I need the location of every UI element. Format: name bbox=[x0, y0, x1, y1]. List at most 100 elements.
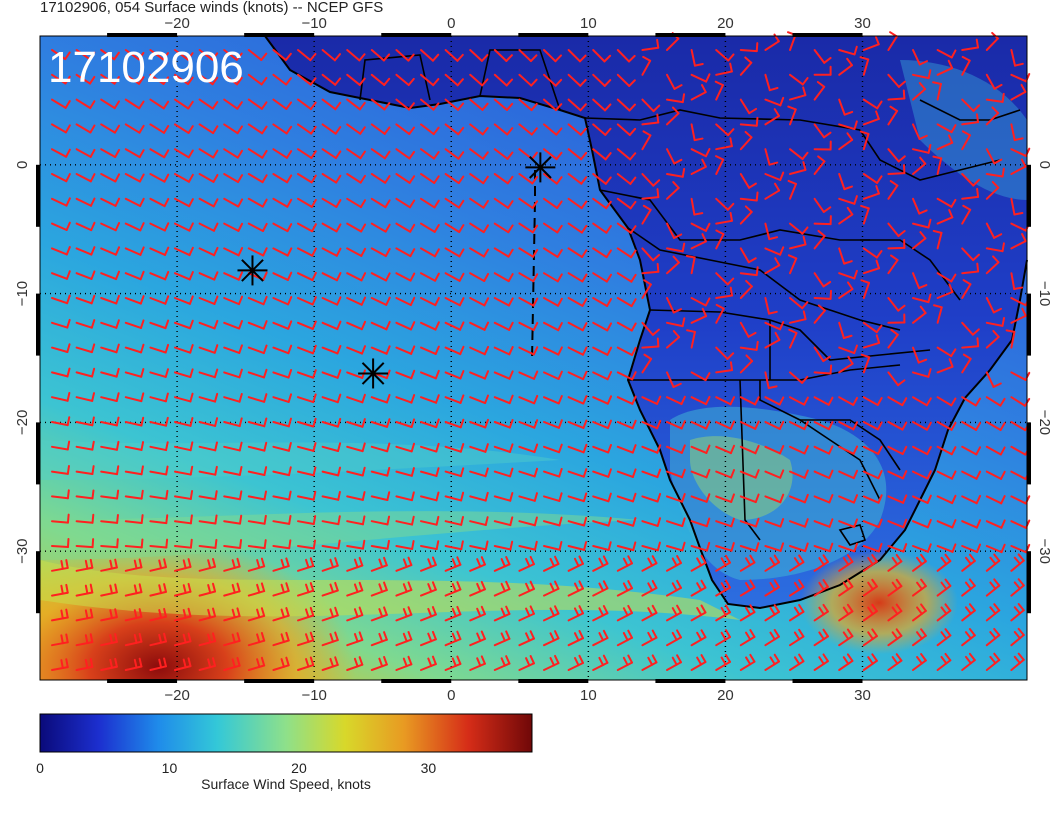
wind-barb bbox=[321, 466, 342, 477]
wind-barb bbox=[739, 444, 760, 455]
wind-barb bbox=[518, 297, 539, 307]
wind-barb bbox=[936, 494, 957, 505]
wind-barb bbox=[616, 247, 637, 259]
wind-barb bbox=[715, 396, 736, 406]
wind-barb bbox=[961, 470, 982, 480]
wind-barb bbox=[51, 608, 69, 622]
wind-barb bbox=[567, 222, 588, 234]
wind-barb bbox=[518, 655, 535, 671]
wind-barb bbox=[789, 579, 805, 597]
wind-barb bbox=[887, 164, 906, 175]
wind-barb bbox=[543, 492, 563, 502]
wind-barb bbox=[690, 604, 707, 622]
wind-barb bbox=[272, 222, 293, 233]
wind-barb bbox=[395, 148, 416, 160]
wind-barb bbox=[272, 173, 293, 184]
wind-barb bbox=[543, 222, 563, 234]
wind-barb bbox=[838, 132, 854, 151]
wind-barb bbox=[75, 319, 96, 329]
wind-barb bbox=[297, 344, 317, 355]
wind-barb bbox=[420, 491, 440, 502]
wind-barb bbox=[51, 173, 71, 183]
wind-barb bbox=[764, 493, 785, 504]
wind-barb bbox=[813, 81, 826, 101]
wind-barb bbox=[543, 580, 560, 597]
wind-barb bbox=[100, 558, 118, 572]
wind-barb bbox=[690, 123, 704, 142]
wind-barb bbox=[715, 361, 734, 374]
wind-barb bbox=[297, 539, 317, 550]
wind-barb bbox=[714, 80, 724, 101]
wind-barb bbox=[100, 270, 121, 281]
wind-barb bbox=[149, 368, 170, 378]
wind-barb bbox=[100, 465, 120, 476]
wind-barb bbox=[715, 542, 735, 552]
wind-barb bbox=[666, 106, 680, 126]
wind-barb bbox=[616, 222, 637, 234]
lon-tick-label: 10 bbox=[580, 687, 597, 704]
wind-barb bbox=[666, 604, 682, 622]
wind-barb bbox=[739, 542, 760, 552]
wind-barb bbox=[124, 148, 145, 159]
wind-barb bbox=[297, 173, 317, 184]
wind-barb bbox=[789, 554, 805, 572]
wind-barb bbox=[198, 98, 219, 110]
wind-barb bbox=[616, 148, 637, 161]
wind-barb bbox=[641, 130, 652, 151]
wind-barb bbox=[690, 49, 704, 67]
wind-barb bbox=[100, 343, 120, 354]
wind-barb bbox=[223, 514, 243, 525]
wind-barb bbox=[297, 656, 315, 671]
wind-barb bbox=[75, 489, 95, 500]
wind-barb bbox=[346, 197, 367, 209]
wind-barb bbox=[567, 272, 588, 283]
wind-barb bbox=[739, 130, 753, 151]
wind-barb bbox=[124, 608, 143, 622]
wind-barb bbox=[887, 371, 906, 387]
wind-barb bbox=[469, 247, 490, 258]
wind-barb bbox=[592, 49, 612, 63]
wind-barb bbox=[616, 395, 637, 405]
wind-barb bbox=[764, 396, 785, 406]
wind-barb bbox=[567, 346, 588, 356]
wind-barb bbox=[174, 490, 194, 500]
wind-barb bbox=[985, 627, 1001, 647]
wind-barb bbox=[985, 73, 1003, 90]
wind-barb bbox=[346, 418, 366, 428]
wind-barb bbox=[272, 557, 290, 572]
wind-barb bbox=[75, 558, 94, 572]
wind-barb bbox=[985, 297, 1003, 314]
wind-barb bbox=[936, 358, 954, 374]
wind-barb bbox=[985, 470, 1006, 480]
wind-barb bbox=[247, 173, 268, 184]
wind-barb bbox=[370, 98, 391, 111]
wind-barb bbox=[100, 123, 121, 134]
wind-barb bbox=[789, 371, 809, 384]
wind-barb bbox=[420, 247, 440, 258]
wind-barb bbox=[592, 654, 609, 671]
wind-barb bbox=[444, 443, 465, 453]
wind-barb bbox=[272, 320, 293, 330]
wind-barb bbox=[813, 272, 832, 288]
wind-barb bbox=[715, 579, 731, 597]
wind-barb bbox=[420, 606, 437, 622]
wind-barb bbox=[912, 628, 927, 647]
wind-barb bbox=[936, 445, 957, 456]
wind-barb bbox=[395, 173, 416, 184]
wind-barb bbox=[961, 173, 981, 187]
wind-barb bbox=[395, 222, 416, 233]
wind-barb bbox=[764, 653, 780, 671]
wind-barb bbox=[321, 173, 342, 184]
wind-barb bbox=[272, 49, 292, 62]
wind-barb bbox=[887, 328, 899, 349]
wind-barb bbox=[666, 654, 682, 671]
wind-barb bbox=[444, 247, 465, 258]
wind-barb bbox=[862, 396, 883, 407]
wind-barb bbox=[862, 321, 883, 334]
wind-barb bbox=[739, 340, 759, 351]
wind-barb bbox=[297, 98, 317, 111]
wind-barb bbox=[985, 316, 1006, 327]
wind-barb bbox=[936, 123, 957, 134]
wind-barb bbox=[297, 606, 315, 622]
wind-barb bbox=[690, 158, 707, 175]
